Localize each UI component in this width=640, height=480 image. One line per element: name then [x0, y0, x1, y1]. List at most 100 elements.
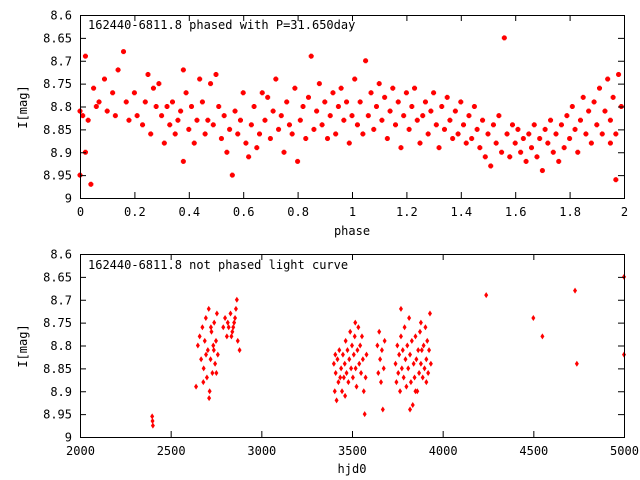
unphased-data-point	[418, 328, 422, 335]
unphased-data-point	[407, 315, 412, 322]
unphased-data-point	[404, 383, 409, 390]
phased-data-point	[159, 113, 165, 119]
unphased-data-point	[428, 360, 433, 367]
unphased-data-point	[427, 347, 432, 354]
phased-data-point	[401, 113, 407, 119]
unphased-data-point	[337, 347, 342, 354]
phased-data-point	[194, 117, 200, 123]
phased-data-point	[235, 131, 241, 137]
phased-data-point	[594, 122, 600, 128]
phased-data-point	[433, 122, 439, 128]
unphased-data-point	[348, 328, 353, 335]
phased-data-point	[88, 181, 94, 187]
unphased-data-point	[224, 333, 229, 340]
unphased-data-point	[402, 324, 407, 331]
unphased-data-point	[204, 374, 209, 381]
phased-data-point	[534, 154, 540, 160]
unphased-data-point	[214, 310, 219, 317]
phased-data-point	[121, 49, 127, 55]
phased-data-point	[490, 122, 496, 128]
phased-data-point	[180, 158, 186, 164]
phased-data-point	[134, 113, 140, 119]
unphased-x-axis-label: hjd0	[338, 462, 367, 476]
phased-data-points	[77, 35, 624, 187]
phased-data-point	[344, 99, 350, 105]
phased-data-point	[575, 149, 581, 155]
unphased-y-tick-label: 8.7	[50, 293, 72, 307]
unphased-x-tick-label: 4500	[519, 444, 548, 458]
unphased-data-point	[226, 324, 231, 331]
unphased-data-point	[214, 369, 219, 376]
unphased-data-point	[202, 337, 207, 344]
phased-data-point	[542, 126, 548, 132]
unphased-y-tick-label: 9	[65, 431, 72, 445]
phased-plot-panel: 0 0.2 0.4 0.6 0.8 1 1.2 1.4 1.6 1.8 2 8.68.658.78.…	[16, 9, 628, 239]
phased-y-ticks: 8.6 8.65 8.7 8.75 8.8 8.85 8.9 8.95 9	[43, 9, 624, 206]
phased-data-point	[161, 140, 167, 146]
phased-data-point	[123, 99, 129, 105]
unphased-data-point	[350, 374, 355, 381]
unphased-data-point	[414, 356, 419, 363]
unphased-data-point	[397, 351, 402, 358]
phased-data-point	[373, 104, 379, 109]
phased-data-point	[422, 99, 428, 105]
unphased-plot-title: 162440-6811.8 not phased light curve	[88, 258, 348, 272]
unphased-data-point	[540, 333, 545, 340]
phased-data-point	[441, 126, 447, 132]
phased-data-point	[395, 99, 401, 105]
phased-data-point	[189, 104, 195, 109]
phased-data-point	[518, 149, 524, 155]
unphased-data-point	[375, 342, 380, 349]
phased-data-point	[485, 131, 491, 137]
unphased-data-point	[379, 379, 384, 386]
phased-data-point	[509, 122, 515, 128]
phased-data-point	[91, 85, 97, 91]
phased-data-point	[330, 90, 336, 96]
phased-data-point	[314, 108, 320, 114]
unphased-data-point	[405, 342, 410, 349]
phased-data-point	[529, 145, 535, 151]
phased-data-point	[477, 145, 483, 151]
phased-data-point	[292, 85, 298, 91]
unphased-x-tick-label: 4000	[429, 444, 458, 458]
unphased-y-tick-label: 8.9	[50, 385, 72, 399]
unphased-data-point	[195, 342, 200, 349]
phased-data-point	[210, 122, 216, 128]
unphased-data-point	[207, 395, 212, 402]
unphased-data-point	[233, 315, 238, 322]
unphased-data-point	[398, 388, 403, 395]
unphased-data-point	[345, 347, 350, 354]
phased-data-point	[82, 53, 88, 59]
unphased-y-tick-label: 8.65	[43, 270, 72, 284]
phased-data-point	[199, 99, 205, 105]
unphased-data-point	[378, 356, 383, 363]
unphased-y-tick-label: 8.85	[43, 362, 72, 376]
phased-data-point	[471, 104, 477, 109]
unphased-data-point	[406, 365, 411, 372]
unphased-data-point	[418, 319, 423, 326]
phased-data-point	[248, 122, 254, 128]
unphased-data-point	[231, 324, 236, 331]
unphased-data-point	[228, 310, 233, 317]
phased-data-point	[281, 149, 287, 155]
phased-data-point	[447, 117, 453, 123]
unphased-data-point	[335, 356, 340, 363]
unphased-data-point	[423, 324, 428, 331]
phased-data-point	[613, 177, 619, 183]
unphased-data-point	[352, 333, 357, 340]
unphased-data-point	[427, 310, 432, 317]
phased-y-tick-label: 8.85	[43, 123, 72, 137]
unphased-data-point	[338, 374, 343, 381]
unphased-data-point	[207, 388, 212, 395]
unphased-data-point	[574, 360, 579, 367]
phased-data-point	[597, 85, 603, 91]
phased-data-point	[610, 94, 616, 100]
phased-data-point	[270, 108, 276, 114]
phased-data-point	[458, 99, 464, 105]
phased-data-point	[605, 76, 611, 82]
phased-data-point	[186, 126, 192, 132]
phased-x-tick-label: 0.4	[178, 205, 200, 219]
unphased-data-point	[410, 401, 415, 408]
unphased-plot-panel: 2000 2500 3000 3500 4000 4500 5000 8.68.658.78…	[16, 248, 639, 477]
unphased-data-point	[150, 417, 155, 424]
